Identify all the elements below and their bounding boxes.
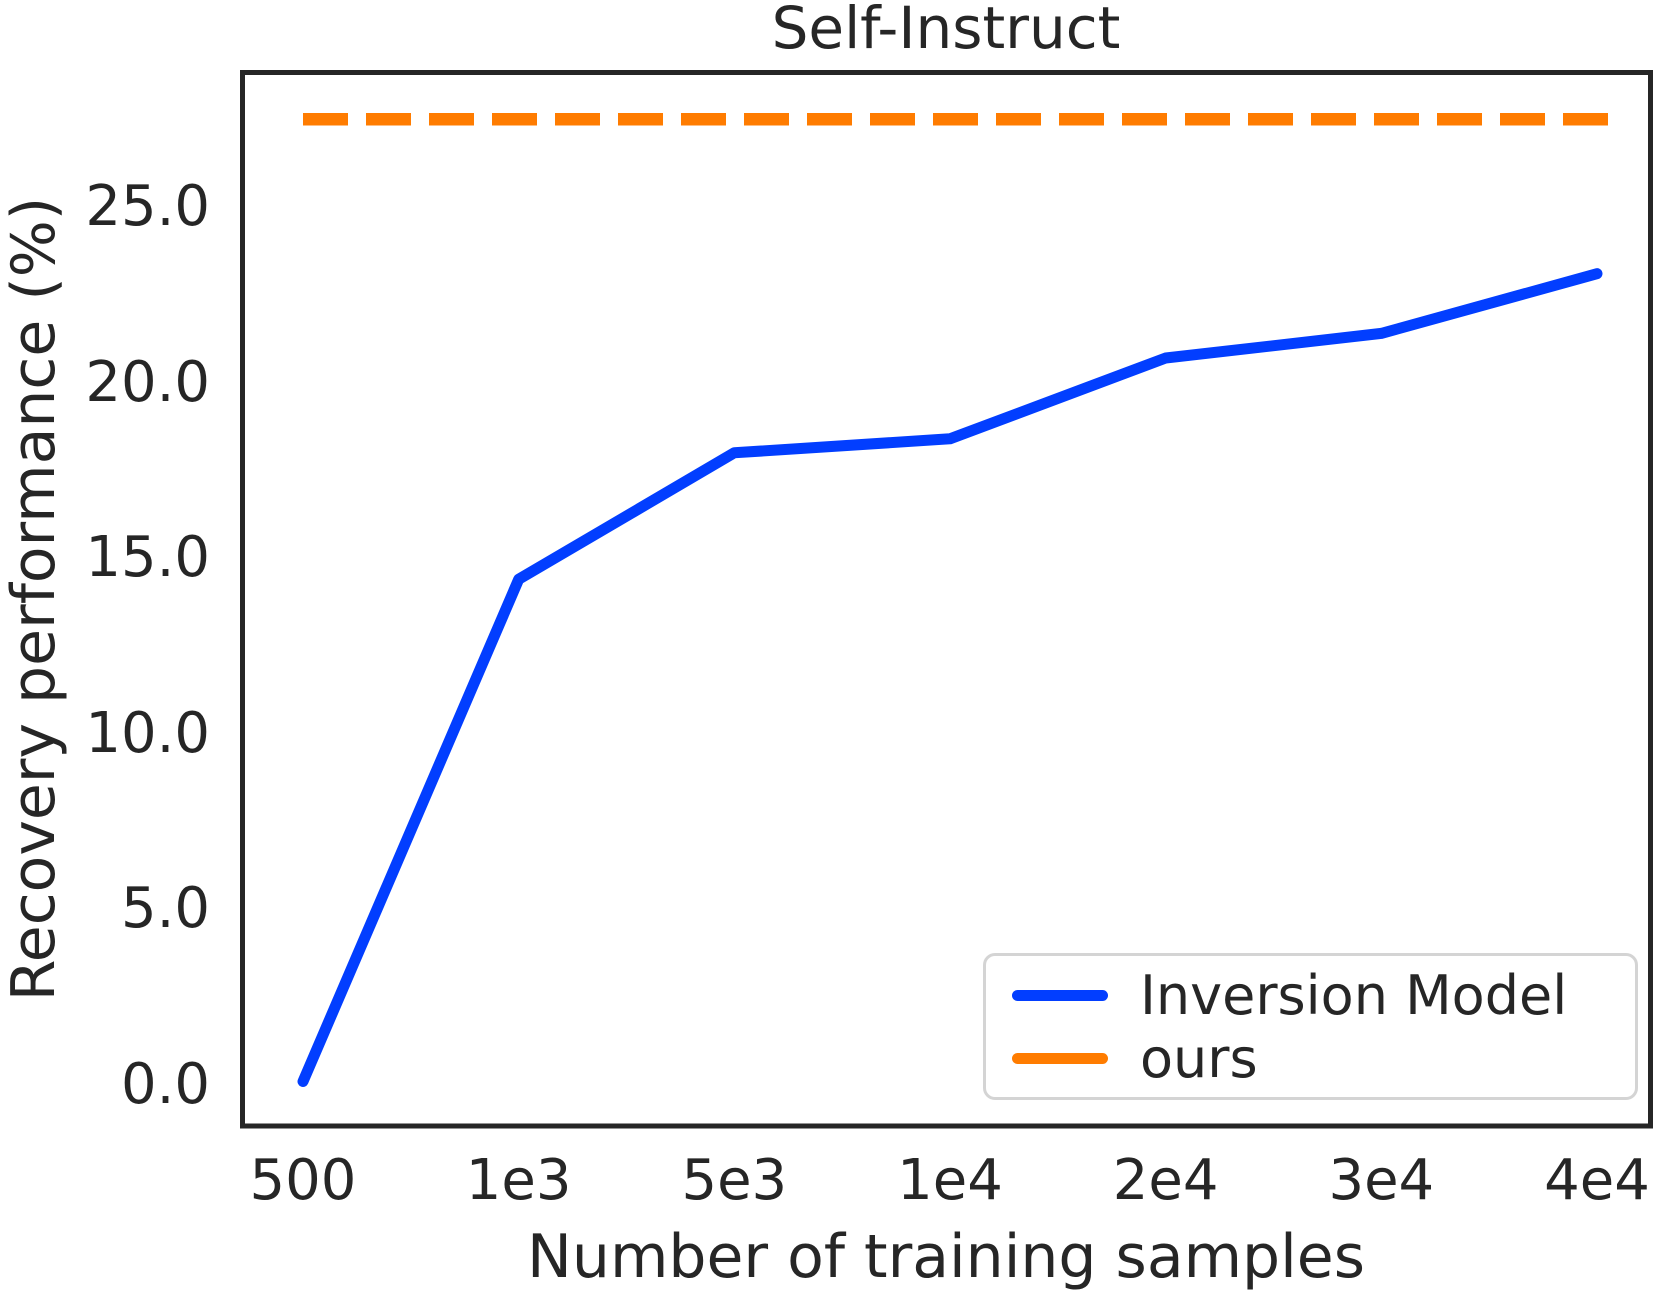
x-tick-label: 5e3 bbox=[681, 1148, 788, 1213]
y-tick-label: 0.0 bbox=[120, 1052, 210, 1117]
ours-line-swatch bbox=[1012, 1053, 1108, 1064]
axes-border bbox=[240, 70, 1653, 1129]
legend-entry-ours: ours bbox=[1012, 1027, 1625, 1090]
legend-entry-inversion-model: Inversion Model bbox=[1012, 964, 1625, 1027]
x-tick-label: 500 bbox=[249, 1148, 357, 1213]
legend: Inversion Model ours bbox=[983, 953, 1638, 1100]
x-tick-label: 1e3 bbox=[465, 1148, 572, 1213]
inversion-model-line bbox=[297, 268, 1603, 1087]
y-tick-label: 5.0 bbox=[120, 876, 210, 942]
legend-label-inversion-model: Inversion Model bbox=[1140, 964, 1568, 1027]
x-tick-label: 1e4 bbox=[897, 1148, 1003, 1213]
x-axis-label: Number of training samples bbox=[527, 1222, 1365, 1292]
x-tick-label: 3e4 bbox=[1328, 1148, 1435, 1213]
y-tick-label: 25.0 bbox=[85, 174, 210, 239]
x-tick-label: 2e4 bbox=[1112, 1148, 1219, 1213]
x-tick-label: 4e4 bbox=[1544, 1148, 1650, 1213]
legend-label-ours: ours bbox=[1140, 1027, 1258, 1090]
y-tick-label: 20.0 bbox=[85, 349, 210, 415]
chart-title: Self-Instruct bbox=[771, 0, 1121, 62]
y-tick-label: 10.0 bbox=[85, 700, 210, 766]
y-tick-label: 15.0 bbox=[85, 525, 210, 591]
inversion-model-line-swatch bbox=[1012, 990, 1108, 1001]
